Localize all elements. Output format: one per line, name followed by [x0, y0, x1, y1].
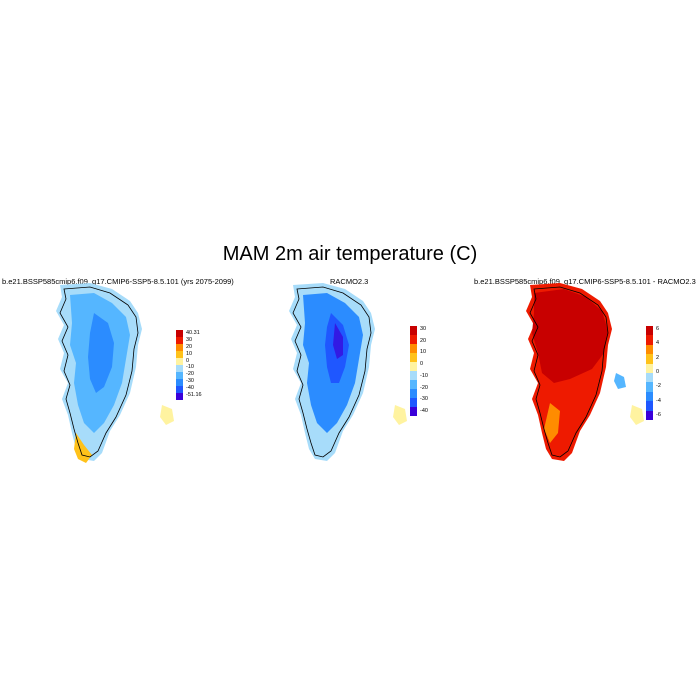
colorbar-segment [176, 379, 183, 386]
colorbar-label: 20 [186, 343, 193, 350]
figure-title: MAM 2m air temperature (C) [222, 243, 478, 265]
warm-coast-region [74, 433, 92, 463]
warm-coast-region-east [393, 405, 407, 425]
panel-title-model: b.e21.BSSP585cmip6.f09_g17.CMIP6-SSP5-8.… [2, 277, 234, 286]
colorbar-label: -51.16 [186, 392, 202, 398]
map-obs [289, 283, 407, 461]
colorbar-label: 30 [420, 326, 427, 332]
colorbar-segment [646, 363, 653, 373]
colorbar-segment [410, 353, 417, 362]
colorbar-segment [176, 358, 183, 365]
coastline [529, 286, 609, 458]
colorbar-segment [410, 389, 417, 398]
colorbar-label: 2 [656, 354, 660, 361]
coastline [59, 286, 139, 458]
panel-title-diff: b.e21.BSSP585cmip6.f09_g17.CMIP6-SSP5-8.… [474, 277, 696, 286]
colorbar-segment [646, 373, 653, 383]
colorbar-segment [646, 335, 653, 345]
colorbar-label: 40.31 [186, 330, 200, 336]
colorbar-label: -40 [186, 385, 194, 392]
colorbar-label: -30 [420, 396, 428, 403]
colorbar-segment [410, 398, 417, 407]
colorbar-segment [176, 365, 183, 372]
colorbar-segment [646, 401, 653, 411]
colorbar-segment [176, 330, 183, 337]
colorbar-segment [176, 372, 183, 379]
colorbar-label: -6 [656, 412, 661, 418]
cooling-spot-region [614, 373, 626, 389]
colorbar-label: 30 [186, 336, 193, 343]
cold-core-region [88, 313, 114, 393]
colorbar-segment [410, 371, 417, 380]
colorbar-segment [176, 337, 183, 344]
map-diff [526, 283, 644, 461]
colorbar-label: -30 [186, 378, 194, 385]
colorbar-label: -2 [656, 383, 661, 390]
colorbar-label: 20 [420, 337, 427, 344]
colorbar-label: -40 [420, 408, 428, 414]
colorbar-segment [646, 391, 653, 402]
colorbar-label: -10 [420, 372, 428, 379]
colorbar-segment [410, 344, 417, 353]
colorbar-segment [646, 344, 653, 355]
colorbar-label: 10 [186, 350, 193, 357]
coldest-core-region [333, 323, 343, 359]
colorbar-segment [410, 380, 417, 389]
map-model [56, 283, 174, 463]
colorbar-segment [646, 410, 653, 420]
colorbar-label: 0 [186, 357, 190, 364]
colorbar-label: 0 [656, 369, 660, 375]
strong-warming-region [532, 289, 608, 383]
moderate-warming-region [544, 403, 560, 443]
colorbar-label: -20 [186, 371, 194, 378]
warm-coast-region-east [630, 405, 644, 425]
colorbar-segment [176, 386, 183, 393]
colorbar-segment [646, 354, 653, 364]
colorbar-label: 10 [420, 349, 427, 356]
colorbar-label: -20 [420, 384, 428, 391]
colorbar-label: 6 [656, 326, 660, 332]
colorbar-segment [646, 326, 653, 336]
colorbar-segment [410, 326, 417, 335]
colorbar-label: 0 [420, 361, 424, 368]
colorbar-segment [176, 351, 183, 358]
panel-title-obs: RACMO2.3 [330, 277, 369, 286]
colorbar-label: -10 [186, 364, 194, 371]
colorbar-segment [410, 362, 417, 371]
colorbar-segment [176, 344, 183, 351]
colorbar-segment [646, 382, 653, 392]
coastline [292, 286, 372, 458]
warm-coast-region-east [160, 405, 174, 425]
colorbar-segment [410, 335, 417, 344]
colorbar-label: -4 [656, 397, 661, 404]
colorbar-segment [410, 407, 417, 416]
colorbar-label: 4 [656, 340, 660, 347]
colorbar-segment [176, 393, 183, 400]
